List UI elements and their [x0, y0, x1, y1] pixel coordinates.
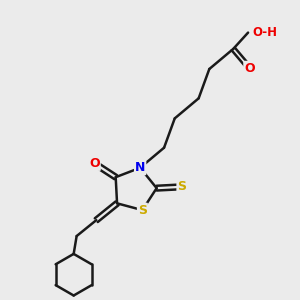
- Text: S: S: [177, 180, 186, 193]
- Text: N: N: [135, 161, 145, 174]
- Text: O: O: [244, 62, 255, 75]
- Text: O-H: O-H: [253, 26, 278, 39]
- Text: O: O: [89, 157, 100, 170]
- Text: S: S: [138, 204, 147, 217]
